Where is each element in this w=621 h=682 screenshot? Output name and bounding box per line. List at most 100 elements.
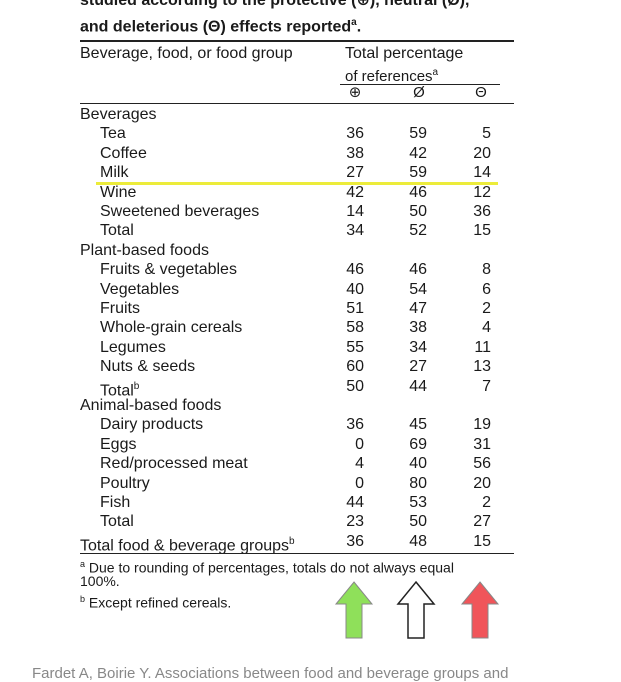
protective-value: 50 [346, 377, 364, 395]
neutral-value: 59 [409, 125, 427, 143]
neutral-value: 45 [409, 416, 427, 434]
neutral-value: 38 [409, 319, 427, 337]
deleterious-value: 11 [474, 338, 491, 356]
protective-value: 23 [346, 513, 364, 531]
protective-value: 36 [346, 416, 364, 434]
row-label-wrap: Total food & beverage groupsb [80, 532, 295, 555]
deleterious-value: 20 [473, 144, 491, 162]
protective-value: 4 [355, 455, 364, 473]
row-label: Beverages [80, 106, 157, 123]
protective-value: 36 [346, 532, 364, 550]
table-row: Animal-based foods [0, 396, 621, 415]
table-row: Coffee 38 42 20 [0, 144, 621, 163]
table-row: Sweetened beverages 14 50 36 [0, 202, 621, 221]
table-row: Tea 36 59 5 [0, 124, 621, 143]
deleterious-value: 13 [473, 358, 491, 376]
table-row: Dairy products 36 45 19 [0, 415, 621, 434]
top-rule [80, 40, 514, 42]
protective-value: 14 [346, 203, 364, 220]
table-row: Legumes 55 34 11 [0, 338, 621, 357]
row-label-footnote-marker: b [289, 535, 295, 547]
deleterious-value: 19 [473, 416, 491, 434]
caption-line-1: studied according to the protective (⊕),… [80, 0, 470, 9]
row-label: Fruits [100, 300, 140, 317]
row-label: Nuts & seeds [100, 358, 196, 376]
protective-value: 36 [346, 125, 364, 143]
row-label: Eggs [100, 435, 137, 453]
deleterious-value: 27 [473, 513, 491, 531]
deleterious-symbol-header: Θ [475, 84, 487, 101]
table-row: Totalb 50 44 7 [0, 377, 621, 399]
table-row: Fruits & vegetables 46 46 8 [0, 260, 621, 279]
deleterious-value: 8 [482, 261, 491, 279]
protective-value: 34 [346, 222, 364, 240]
table-row: Beverages [0, 105, 621, 124]
deleterious-value: 15 [473, 222, 491, 240]
row-label: Poultry [100, 474, 150, 492]
table-row: Fruits 51 47 2 [0, 299, 621, 318]
deleterious-value: 56 [473, 455, 491, 473]
row-label-wrap: Totalb [100, 377, 139, 400]
neutral-value: 42 [409, 144, 427, 162]
row-label: Plant-based foods [80, 241, 209, 259]
deleterious-value: 14 [473, 164, 491, 182]
column-group-header-line-2: of referencesa [345, 67, 439, 85]
row-label: Total [100, 513, 134, 531]
neutral-value: 54 [409, 280, 427, 298]
table-row: Vegetables 40 54 6 [0, 280, 621, 299]
neutral-value: 40 [409, 455, 427, 473]
header-rule [80, 103, 514, 104]
deleterious-value: 6 [482, 280, 491, 298]
protective-value: 51 [346, 300, 364, 317]
neutral-value: 50 [409, 203, 427, 220]
deleterious-value: 4 [482, 319, 491, 337]
table-row: Nuts & seeds 60 27 13 [0, 357, 621, 376]
deleterious-value: 36 [473, 203, 491, 220]
table-row: Fish 44 53 2 [0, 493, 621, 512]
footnote-a: a Due to rounding of percentages, totals… [80, 559, 454, 576]
row-label: Total [100, 381, 134, 399]
group-rule [340, 84, 500, 85]
table-row: Eggs 0 69 31 [0, 435, 621, 454]
row-label: Total food & beverage groups [80, 537, 290, 555]
row-label: Animal-based foods [80, 397, 222, 414]
neutral-value: 80 [409, 474, 427, 492]
protective-value: 60 [346, 358, 364, 376]
table-row: Milk 27 59 14 [0, 163, 621, 182]
table-row: Poultry 0 80 20 [0, 474, 621, 493]
protective-value: 0 [355, 474, 364, 492]
row-label: Tea [100, 125, 126, 143]
deleterious-value: 2 [482, 494, 491, 511]
row-label: Coffee [100, 144, 147, 162]
deleterious-value: 7 [482, 377, 491, 395]
protective-value: 58 [346, 319, 364, 337]
protective-value: 44 [346, 494, 364, 511]
table-row: Whole-grain cereals 58 38 4 [0, 318, 621, 337]
table-row: Total 23 50 27 [0, 512, 621, 531]
row-label: Red/processed meat [100, 455, 248, 473]
deleterious-value: 15 [473, 532, 491, 550]
neutral-value: 53 [409, 494, 427, 511]
caption-line-2: and deleterious (Θ) effects reporteda. [80, 17, 362, 36]
neutral-symbol-header: Ø [413, 84, 425, 101]
neutral-value: 34 [409, 338, 427, 356]
row-label: Whole-grain cereals [100, 319, 243, 337]
source-citation: Fardet A, Boirie Y. Associations between… [32, 665, 509, 682]
row-label-footnote-marker: b [133, 380, 140, 392]
deleterious-value: 20 [473, 474, 491, 492]
row-label: Milk [100, 164, 129, 182]
deleterious-value: 5 [482, 125, 491, 143]
protective-value: 42 [346, 183, 364, 201]
table-row: Plant-based foods [0, 241, 621, 260]
row-label: Fish [100, 494, 131, 511]
protective-value: 27 [346, 164, 364, 182]
row-label: Legumes [100, 338, 166, 356]
protective-value: 40 [346, 280, 364, 298]
table-row: Total 34 52 15 [0, 221, 621, 240]
neutral-value: 46 [409, 261, 427, 279]
neutral-value: 27 [409, 358, 427, 376]
row-label: Sweetened beverages [100, 203, 260, 220]
green-up-arrow-icon [334, 581, 374, 639]
protective-value: 55 [346, 338, 364, 356]
footnote-a-cont: 100%. [80, 573, 120, 589]
